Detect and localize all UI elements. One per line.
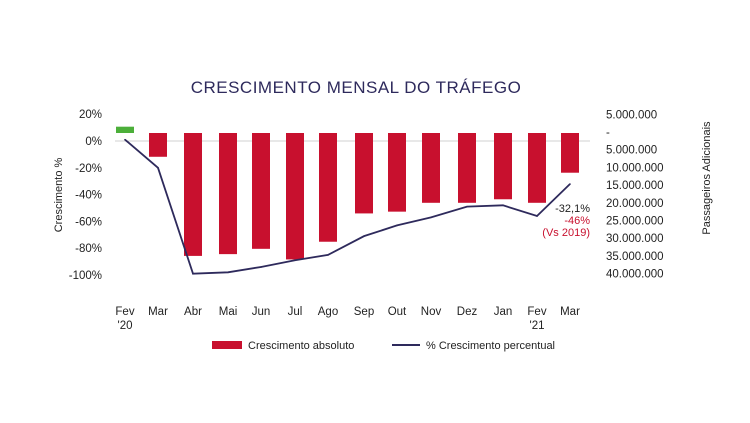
left-tick-label: -20% bbox=[75, 163, 102, 175]
bar-2 bbox=[184, 133, 202, 256]
bar-9 bbox=[422, 133, 440, 203]
line-point-0 bbox=[124, 138, 126, 141]
x-tick-label: Mar bbox=[560, 306, 580, 318]
left-tick-label: -100% bbox=[69, 270, 102, 282]
bar-4 bbox=[252, 133, 270, 249]
line-point-2 bbox=[192, 272, 194, 275]
legend: Crescimento absoluto % Crescimento perce… bbox=[212, 340, 555, 352]
bar-12 bbox=[528, 133, 546, 203]
x-tick-label: Jun bbox=[252, 306, 271, 318]
x-tick-label: Nov bbox=[421, 306, 442, 318]
left-tick-label: -80% bbox=[75, 243, 102, 255]
line-point-1 bbox=[157, 167, 159, 169]
legend-label-bar: Crescimento absoluto bbox=[248, 340, 354, 352]
line-point-6 bbox=[327, 254, 329, 256]
line-point-5 bbox=[294, 259, 296, 262]
bar-1 bbox=[149, 133, 167, 157]
chart-title: CRESCIMENTO MENSAL DO TRÁFEGO bbox=[191, 78, 522, 97]
legend-label-line: % Crescimento percentual bbox=[426, 340, 555, 352]
right-tick-label: 20.000.000 bbox=[606, 198, 664, 210]
right-tick-label: 5.000.000 bbox=[606, 145, 657, 157]
line-point-8 bbox=[396, 224, 398, 227]
line-point-10 bbox=[466, 205, 468, 208]
bar-0 bbox=[116, 126, 134, 133]
bar-8 bbox=[388, 133, 406, 212]
annotation-pct: -32,1% bbox=[555, 203, 590, 215]
bar-5 bbox=[286, 133, 304, 260]
bar-10 bbox=[458, 133, 476, 203]
line-point-9 bbox=[430, 216, 432, 219]
x-tick-label: Jan bbox=[494, 306, 513, 318]
right-tick-label: 30.000.000 bbox=[606, 233, 664, 245]
right-tick-label: 5.000.000 bbox=[606, 109, 657, 121]
bar-6 bbox=[319, 133, 337, 242]
line-point-13 bbox=[569, 183, 571, 185]
x-tick-label: Fev '20 bbox=[115, 306, 134, 332]
left-tick-label: -40% bbox=[75, 190, 102, 202]
x-tick-label: Out bbox=[388, 306, 407, 318]
x-tick-label: Mai bbox=[219, 306, 238, 318]
left-tick-label: 0% bbox=[85, 136, 102, 148]
right-axis-label: Passageiros Adicionais bbox=[701, 121, 713, 235]
bar-11 bbox=[494, 133, 512, 200]
x-tick-label: Jul bbox=[288, 306, 303, 318]
line-point-4 bbox=[260, 266, 262, 268]
growth-line bbox=[124, 138, 571, 275]
x-tick-label: Ago bbox=[318, 306, 338, 318]
line-point-3 bbox=[227, 271, 229, 274]
right-tick-label: - bbox=[606, 127, 610, 139]
left-tick-label: -60% bbox=[75, 216, 102, 228]
annotation-vs2019: -46% bbox=[564, 215, 590, 227]
bar-3 bbox=[219, 133, 237, 255]
left-axis-label: Crescimento % bbox=[53, 157, 65, 232]
right-tick-label: 10.000.000 bbox=[606, 162, 664, 174]
x-tick-label: Fev '21 bbox=[527, 306, 546, 332]
legend-swatch-bar bbox=[212, 341, 242, 349]
right-tick-label: 25.000.000 bbox=[606, 216, 664, 228]
bar-7 bbox=[355, 133, 373, 214]
right-tick-label: 35.000.000 bbox=[606, 251, 664, 263]
line-point-12 bbox=[536, 215, 538, 217]
left-tick-label: 20% bbox=[79, 109, 102, 121]
right-tick-label: 40.000.000 bbox=[606, 269, 664, 281]
x-tick-label: Mar bbox=[148, 306, 168, 318]
line-point-11 bbox=[502, 204, 504, 207]
right-tick-label: 15.000.000 bbox=[606, 180, 664, 192]
annotation-vs2019-label: (Vs 2019) bbox=[542, 227, 590, 239]
x-tick-label: Dez bbox=[457, 306, 478, 318]
bar-13 bbox=[561, 133, 579, 173]
line-point-7 bbox=[363, 235, 365, 237]
x-tick-label: Abr bbox=[184, 306, 202, 318]
x-tick-label: Sep bbox=[354, 306, 374, 318]
